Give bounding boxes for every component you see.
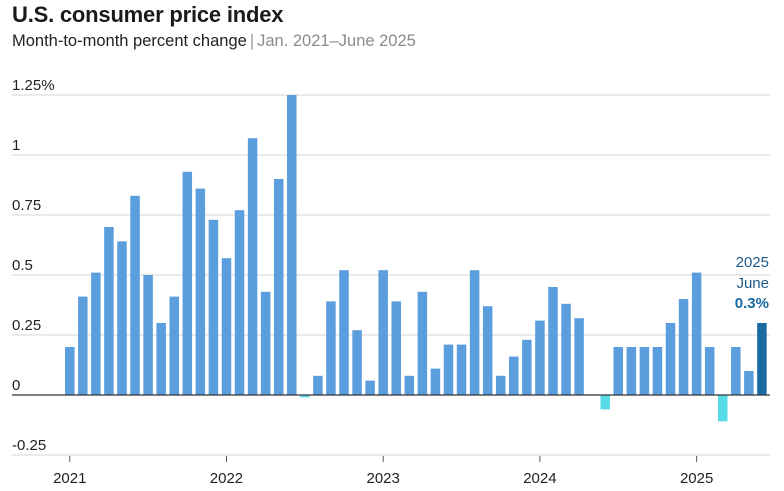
- bar-2021-11: [195, 188, 206, 395]
- bar-2022-10: [339, 270, 349, 395]
- bar-2023-12: [522, 339, 532, 395]
- bar-2023-11: [509, 356, 519, 395]
- subtitle-separator: |: [249, 32, 255, 50]
- bar-2022-05: [273, 179, 284, 395]
- bar-2021-04: [104, 227, 114, 395]
- bar-2025-03: [718, 395, 728, 422]
- x-tick-label: 2021: [53, 470, 86, 487]
- bar-2022-02: [234, 210, 245, 395]
- bar-2024-10: [652, 347, 663, 395]
- y-tick-label: 0.25: [12, 317, 41, 334]
- bar-2023-01: [378, 270, 388, 395]
- bar-2022-09: [326, 301, 336, 395]
- bar-2025-01: [691, 272, 702, 395]
- bar-2024-06: [600, 395, 610, 410]
- bar-2023-03: [404, 375, 415, 395]
- bar-2024-02: [548, 287, 558, 395]
- bar-2021-06: [130, 195, 140, 395]
- bar-2024-09: [639, 347, 650, 395]
- bar-2023-06: [443, 344, 454, 395]
- x-tick-label: 2024: [523, 470, 556, 487]
- y-tick-label: 1.25%: [12, 77, 55, 94]
- bar-2022-07: [300, 395, 310, 398]
- bar-2021-10: [182, 171, 193, 395]
- bar-2025-04: [731, 347, 741, 395]
- bar-2021-08: [156, 323, 166, 395]
- bar-2024-01: [535, 320, 545, 395]
- bar-2021-03: [91, 272, 101, 395]
- subtitle-date-range: Jan. 2021–June 2025: [257, 32, 416, 50]
- x-axis-tick-labels: 2021 2022 2023 2024 2025: [53, 456, 713, 487]
- bar-2021-09: [169, 296, 179, 395]
- bar-2021-05: [117, 241, 127, 395]
- chart-title: U.S. consumer price index: [12, 2, 284, 27]
- bar-2024-12: [678, 299, 689, 395]
- bar-2025-02: [704, 347, 715, 395]
- bar-2025-05: [744, 371, 754, 395]
- bar-2023-05: [430, 368, 441, 395]
- bar-2024-07: [613, 347, 624, 395]
- bar-2024-08: [626, 347, 637, 395]
- bar-2021-12: [208, 219, 219, 395]
- y-axis-tick-labels: 1.25% 1 0.75 0.5 0.25 0 -0.25: [12, 77, 55, 454]
- bar-2022-11: [352, 330, 362, 395]
- bar-2021-02: [78, 296, 88, 395]
- y-tick-label: 0.5: [12, 257, 33, 274]
- bar-2024-03: [561, 303, 571, 395]
- annotation-value: 0.3%: [735, 295, 769, 312]
- bar-2021-07: [143, 275, 153, 395]
- subtitle-main: Month-to-month percent change: [12, 32, 247, 50]
- x-tick-label: 2022: [210, 470, 243, 487]
- y-tick-label: 1: [12, 137, 20, 154]
- x-tick-label: 2023: [367, 470, 400, 487]
- bar-2022-06: [287, 95, 297, 395]
- bars: [65, 95, 767, 422]
- chart-subtitle: Month-to-month percent change | Jan. 2021–…: [12, 32, 416, 51]
- annotation-month: June: [736, 275, 769, 292]
- bar-2022-12: [365, 380, 375, 395]
- y-tick-label: -0.25: [12, 437, 46, 454]
- bar-2023-09: [482, 306, 493, 395]
- y-tick-label: 0: [12, 377, 20, 394]
- bar-2024-04: [574, 318, 584, 395]
- bar-2023-07: [456, 344, 467, 395]
- bar-2024-11: [665, 323, 676, 395]
- annotation-year: 2025: [736, 254, 769, 271]
- bar-2023-04: [417, 291, 428, 395]
- bar-2025-06: [757, 323, 767, 395]
- bar-2023-10: [495, 375, 506, 395]
- bar-2022-08: [313, 375, 323, 395]
- x-tick-label: 2025: [680, 470, 713, 487]
- bar-2022-03: [247, 138, 258, 395]
- y-tick-label: 0.75: [12, 197, 41, 214]
- bar-2021-01: [65, 347, 75, 395]
- bar-2022-04: [260, 291, 271, 395]
- bar-2023-02: [391, 301, 401, 395]
- bar-2022-01: [221, 258, 232, 395]
- latest-value-annotation: 2025 June 0.3%: [735, 254, 769, 312]
- bar-2023-08: [469, 270, 480, 395]
